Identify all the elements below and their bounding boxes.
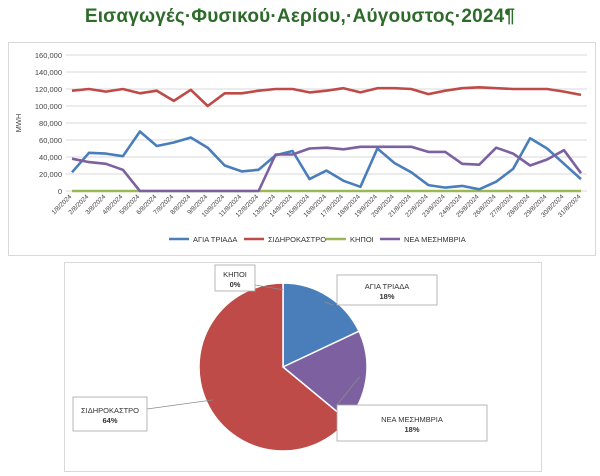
y-tick-label: 40,000 (39, 153, 62, 162)
callout-name: ΑΓΙΑ ΤΡΙΑΔΑ (365, 282, 409, 291)
y-tick-label: 160,000 (35, 51, 62, 60)
line-chart: 0 20,000 40,000 60,000 80,000 100,000 120,000 1… (14, 51, 587, 244)
document-title: Εισαγωγές·Φυσικού·Αερίου,·Αύγουστος·2024… (84, 6, 516, 27)
y-tick-label: 60,000 (39, 136, 62, 145)
callout-box (336, 274, 438, 306)
legend-label: ΑΓΙΑ ΤΡΙΑΔΑ (193, 235, 237, 244)
callout-percent: 0% (230, 280, 241, 289)
series-line-1 (71, 85, 582, 108)
callout-box (336, 404, 488, 442)
line-legend: ΑΓΙΑ ΤΡΙΑΔΑ ΣΙΔΗΡΟΚΑΣΤΡΟ ΚΗΠΟΙ ΝΕΑ ΜΕΣΗΜΒΡΙ… (169, 235, 466, 244)
callout-leader (254, 284, 284, 291)
callout-percent: 18% (404, 425, 419, 434)
callout-box (214, 264, 256, 292)
line-chart-panel: 0 20,000 40,000 60,000 80,000 100,000 120,000 1… (8, 42, 596, 256)
callout-percent: 18% (379, 292, 394, 301)
series-line-3 (71, 145, 583, 193)
callout-box (72, 396, 148, 432)
pie-slice-0 (282, 282, 361, 369)
callout-leader (336, 376, 360, 406)
callout-name: ΣΙΔΗΡΟΚΑΣΤΡΟ (81, 406, 139, 415)
y-tick-label: 120,000 (35, 85, 62, 94)
legend-label: ΣΙΔΗΡΟΚΑΣΤΡΟ (268, 235, 326, 244)
series-line-0 (71, 130, 582, 191)
callout-leader (146, 399, 214, 410)
y-tick-label: 0 (58, 187, 62, 196)
pie-slice-2 (198, 282, 349, 452)
y-tick-label: 80,000 (39, 119, 62, 128)
legend-label: ΝΕΑ ΜΕΣΗΜΒΡΙΑ (404, 235, 466, 244)
callout-name: ΝΕΑ ΜΕΣΗΜΒΡΙΑ (381, 415, 443, 424)
y-axis-label: MWH (14, 114, 23, 133)
pie-chart-panel: ΑΓΙΑ ΤΡΙΑΔΑ 18% ΝΕΑ ΜΕΣΗΜΒΡΙΑ 18% ΣΙΔΗΡΟΚΑΣΤ… (64, 262, 542, 472)
callout-name: ΚΗΠΟΙ (223, 270, 247, 279)
callout-percent: 64% (102, 416, 117, 425)
callout-leader (324, 301, 334, 306)
legend-label: ΚΗΠΟΙ (350, 235, 374, 244)
y-tick-label: 100,000 (35, 102, 62, 111)
y-tick-label: 140,000 (35, 68, 62, 77)
y-tick-label: 20,000 (39, 170, 62, 179)
